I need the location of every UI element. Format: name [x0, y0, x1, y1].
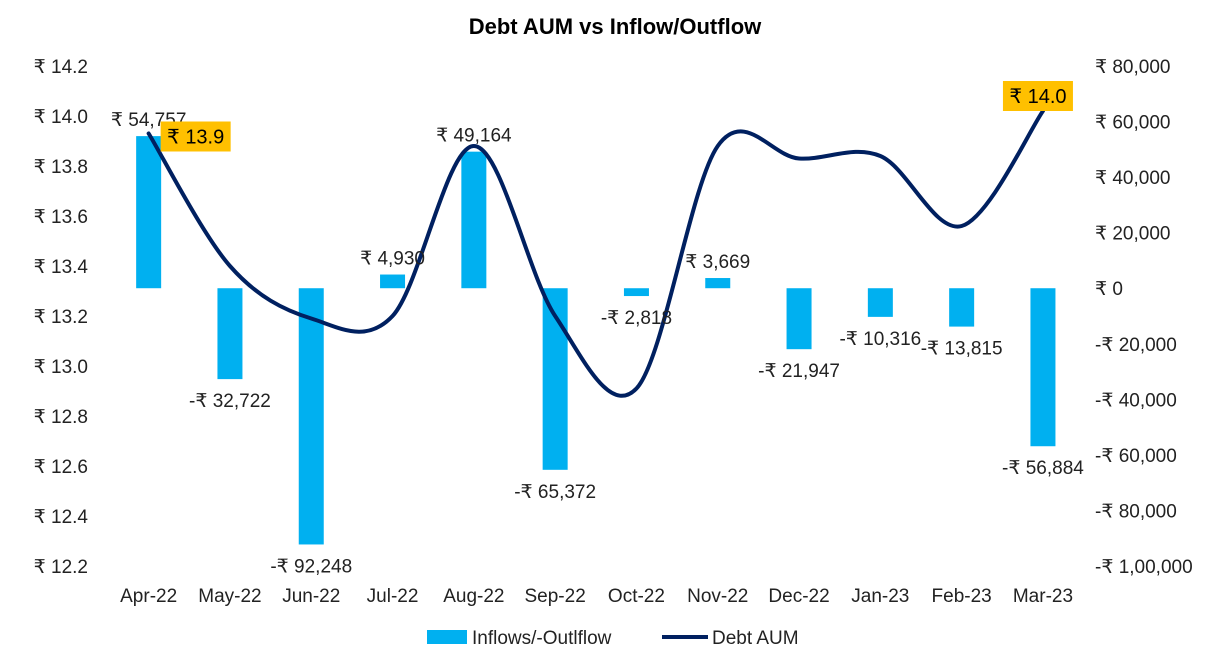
x-axis-tick: Nov-22 — [687, 586, 748, 607]
left-axis-tick: ₹ 13.6 — [34, 207, 88, 228]
callout-label: ₹ 14.0 — [1009, 86, 1066, 108]
x-axis-tick: Feb-23 — [932, 586, 992, 607]
bar-data-label: -₹ 10,316 — [839, 329, 921, 350]
left-axis-tick: ₹ 14.0 — [34, 107, 88, 128]
bar-data-label: -₹ 2,818 — [601, 308, 672, 329]
bar-data-label: ₹ 4,930 — [360, 249, 425, 270]
debt-aum-line — [146, 109, 1045, 398]
bar-jan-23 — [867, 288, 893, 317]
right-axis-tick: ₹ 40,000 — [1095, 168, 1170, 189]
bar-data-label: -₹ 92,248 — [270, 556, 352, 577]
left-axis-tick: ₹ 13.8 — [34, 157, 88, 178]
legend-line-label: Debt AUM — [712, 628, 799, 649]
chart-title: Debt AUM vs Inflow/Outflow — [469, 14, 762, 39]
left-axis-tick: ₹ 12.6 — [34, 457, 88, 478]
left-axis-tick: ₹ 12.2 — [34, 557, 88, 578]
legend-bar-label: Inflows/-Outlflow — [472, 628, 612, 649]
left-axis-tick: ₹ 12.8 — [34, 407, 88, 428]
x-axis-tick: Oct-22 — [608, 586, 665, 607]
bar-data-label: -₹ 32,722 — [189, 391, 271, 412]
bar-data-label: -₹ 56,884 — [1002, 458, 1084, 479]
right-axis-tick: ₹ 80,000 — [1095, 57, 1170, 78]
bar-mar-23 — [1030, 288, 1056, 447]
right-axis-tick: ₹ 20,000 — [1095, 224, 1170, 245]
bar-data-label: -₹ 65,372 — [514, 482, 596, 503]
bar-apr-22 — [136, 136, 162, 289]
bar-aug-22 — [461, 151, 487, 289]
left-axis-tick: ₹ 13.4 — [34, 257, 89, 278]
bar-data-label: ₹ 49,164 — [436, 126, 512, 147]
x-axis-tick: Apr-22 — [120, 586, 177, 607]
left-axis-tick: ₹ 14.2 — [34, 57, 88, 78]
right-axis-tick: -₹ 60,000 — [1095, 446, 1177, 467]
x-axis-tick: Sep-22 — [525, 586, 586, 607]
callout-box — [1002, 81, 1073, 111]
bar-feb-23 — [949, 288, 975, 327]
x-axis-tick: Jan-23 — [851, 586, 909, 607]
callout-label: ₹ 13.9 — [167, 127, 224, 149]
bar-jun-22 — [298, 288, 324, 545]
x-axis-tick: Jul-22 — [367, 586, 419, 607]
right-axis-tick: ₹ 0 — [1095, 279, 1123, 300]
bar-dec-22 — [786, 288, 812, 350]
left-axis-tick: ₹ 13.2 — [34, 307, 88, 328]
x-axis-tick: May-22 — [198, 586, 261, 607]
bar-may-22 — [217, 288, 243, 380]
left-axis-tick: ₹ 12.4 — [34, 507, 89, 528]
right-axis-tick: -₹ 1,00,000 — [1095, 557, 1193, 578]
bar-nov-22 — [705, 278, 731, 289]
callout-box — [160, 121, 231, 152]
x-axis-tick: Jun-22 — [282, 586, 340, 607]
right-axis-tick: -₹ 20,000 — [1095, 335, 1177, 356]
right-axis-tick: -₹ 40,000 — [1095, 390, 1177, 411]
x-axis-tick: Aug-22 — [443, 586, 504, 607]
bar-data-label: -₹ 13,815 — [921, 339, 1003, 360]
legend-bar-swatch — [427, 630, 467, 644]
right-axis-tick: ₹ 60,000 — [1095, 113, 1170, 134]
x-axis-tick: Dec-22 — [768, 586, 829, 607]
bar-jul-22 — [380, 274, 406, 289]
x-axis-tick: Mar-23 — [1013, 586, 1073, 607]
bar-oct-22 — [623, 288, 649, 297]
right-axis-tick: -₹ 80,000 — [1095, 501, 1177, 522]
bar-data-label: -₹ 21,947 — [758, 361, 840, 382]
bar-data-label: ₹ 3,669 — [685, 252, 750, 273]
left-axis-tick: ₹ 13.0 — [34, 357, 88, 378]
